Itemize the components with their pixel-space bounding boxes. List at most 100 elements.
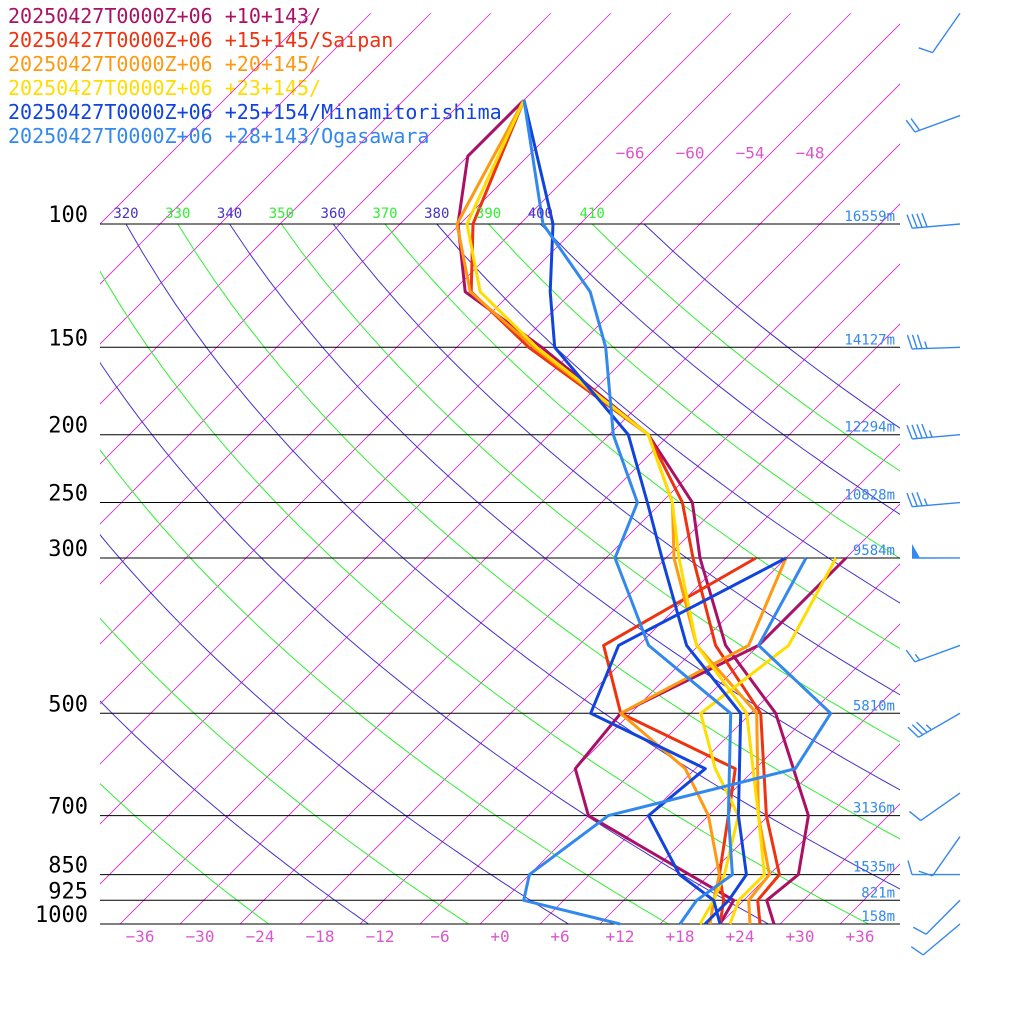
wind-barb xyxy=(905,114,961,133)
isotherm-label: −54 xyxy=(736,143,765,162)
wind-barb xyxy=(918,12,961,54)
legend: 20250427T0000Z+06 +10+143/20250427T0000Z… xyxy=(8,4,502,148)
pressure-tick-label: 200 xyxy=(48,414,88,439)
temperature-tick-label: −18 xyxy=(306,927,335,946)
isotherm-line xyxy=(100,12,672,585)
isotherm-line xyxy=(100,12,432,345)
temperature-tick-label: +18 xyxy=(666,927,695,946)
height-label: 10828m xyxy=(844,488,895,504)
theta-label: 400 xyxy=(528,206,553,222)
legend-entry: 20250427T0000Z+06 +20+145/ xyxy=(8,52,322,76)
theta-label: 320 xyxy=(113,206,138,222)
wind-barb xyxy=(908,792,961,822)
temperature-profile-line xyxy=(465,99,766,925)
temperature-tick-label: +30 xyxy=(786,927,815,946)
temperature-tick-label: −12 xyxy=(366,927,395,946)
pressure-tick-label: 100 xyxy=(48,203,88,228)
pressure-tick-label: 925 xyxy=(48,879,88,904)
pressure-tick-label: 150 xyxy=(48,326,88,351)
theta-label: 330 xyxy=(165,206,190,222)
temperature-profile-line xyxy=(522,99,734,925)
isotherm-line xyxy=(539,563,900,924)
pressure-tick-label: 250 xyxy=(48,482,88,507)
sounding-series xyxy=(455,98,848,926)
isotherm-line xyxy=(100,12,612,525)
isotherm-label: −60 xyxy=(676,143,705,162)
legend-entry: 20250427T0000Z+06 +28+143/Ogasawara xyxy=(8,124,430,148)
isotherm-line xyxy=(100,12,492,405)
legend-entry: 20250427T0000Z+06 +10+143/ xyxy=(8,4,322,28)
dewpoint-profile-line xyxy=(589,556,787,925)
isotherm-line xyxy=(100,12,552,465)
wind-barb xyxy=(906,213,961,229)
dewpoint-profile-line xyxy=(522,557,833,926)
isotherm-label: −48 xyxy=(796,143,825,162)
isotherm-line xyxy=(100,12,792,705)
height-label: 9584m xyxy=(853,543,895,559)
temperature-tick-label: −36 xyxy=(126,927,155,946)
wind-barb xyxy=(906,423,961,440)
height-label: 3136m xyxy=(853,801,895,817)
height-label: 5810m xyxy=(853,698,895,714)
isotherm-line xyxy=(899,923,900,924)
height-label: 1535m xyxy=(853,860,895,876)
height-label: 158m xyxy=(861,909,895,925)
wind-barb xyxy=(907,712,961,738)
temperature-tick-label: −30 xyxy=(186,927,215,946)
legend-entry: 20250427T0000Z+06 +25+154/Minamitorishim… xyxy=(8,100,502,124)
isotherm-lines xyxy=(100,12,900,924)
wind-barb xyxy=(906,492,961,508)
height-label: 821m xyxy=(861,885,895,901)
theta-label: 390 xyxy=(476,206,501,222)
isotherm-line xyxy=(359,383,900,924)
wind-barb xyxy=(906,334,961,350)
dewpoint-profile-line xyxy=(698,557,838,925)
legend-entry: 20250427T0000Z+06 +23+145/ xyxy=(8,76,322,100)
isotherm-line xyxy=(100,23,900,825)
wind-barb xyxy=(912,899,961,935)
pressure-tick-label: 850 xyxy=(48,854,88,879)
isotherm-line xyxy=(100,12,732,645)
legend-entry: 20250427T0000Z+06 +15+145/Saipan xyxy=(8,28,394,52)
dry-adiabat-line xyxy=(643,223,900,429)
dry-adiabat-line xyxy=(100,449,669,924)
pressure-tick-label: 300 xyxy=(48,537,88,562)
height-label: 12294m xyxy=(844,420,895,436)
theta-label: 360 xyxy=(321,206,346,222)
temperature-tick-label: +24 xyxy=(726,927,755,946)
isotherm-line xyxy=(100,12,372,285)
dry-adiabat-line xyxy=(229,223,900,791)
isotherm-line xyxy=(299,323,900,924)
theta-label: 350 xyxy=(269,206,294,222)
dry-adiabat-line xyxy=(280,223,900,743)
pressure-tick-label: 700 xyxy=(48,795,88,820)
wind-barb xyxy=(910,923,961,956)
theta-label: 370 xyxy=(372,206,397,222)
temperature-profile-line xyxy=(522,99,748,926)
theta-label: 380 xyxy=(424,206,449,222)
wind-barb xyxy=(911,544,961,559)
isotherm-line xyxy=(719,743,900,924)
dewpoint-profile-line xyxy=(573,556,848,925)
theta-label: 410 xyxy=(580,206,605,222)
isotherm-line xyxy=(239,263,900,924)
temperature-tick-label: −6 xyxy=(430,927,449,946)
temperature-tick-label: +0 xyxy=(490,927,509,946)
isotherm-line xyxy=(659,683,900,924)
isotherm-line xyxy=(100,83,900,885)
temperature-tick-label: +6 xyxy=(550,927,569,946)
temperature-tick-label: +12 xyxy=(606,927,635,946)
isotherm-line xyxy=(119,143,900,924)
temperature-profile-line xyxy=(455,99,771,925)
isotherm-line xyxy=(100,12,312,225)
pressure-tick-label: 1000 xyxy=(35,903,88,928)
temperature-tick-label: −24 xyxy=(246,927,275,946)
pressure-tick-label: 500 xyxy=(48,692,88,717)
dewpoint-profile-line xyxy=(602,556,757,925)
temperature-tick-label: +36 xyxy=(846,927,875,946)
theta-label: 340 xyxy=(217,206,242,222)
wind-barb xyxy=(905,644,961,663)
isotherm-line xyxy=(479,503,900,924)
